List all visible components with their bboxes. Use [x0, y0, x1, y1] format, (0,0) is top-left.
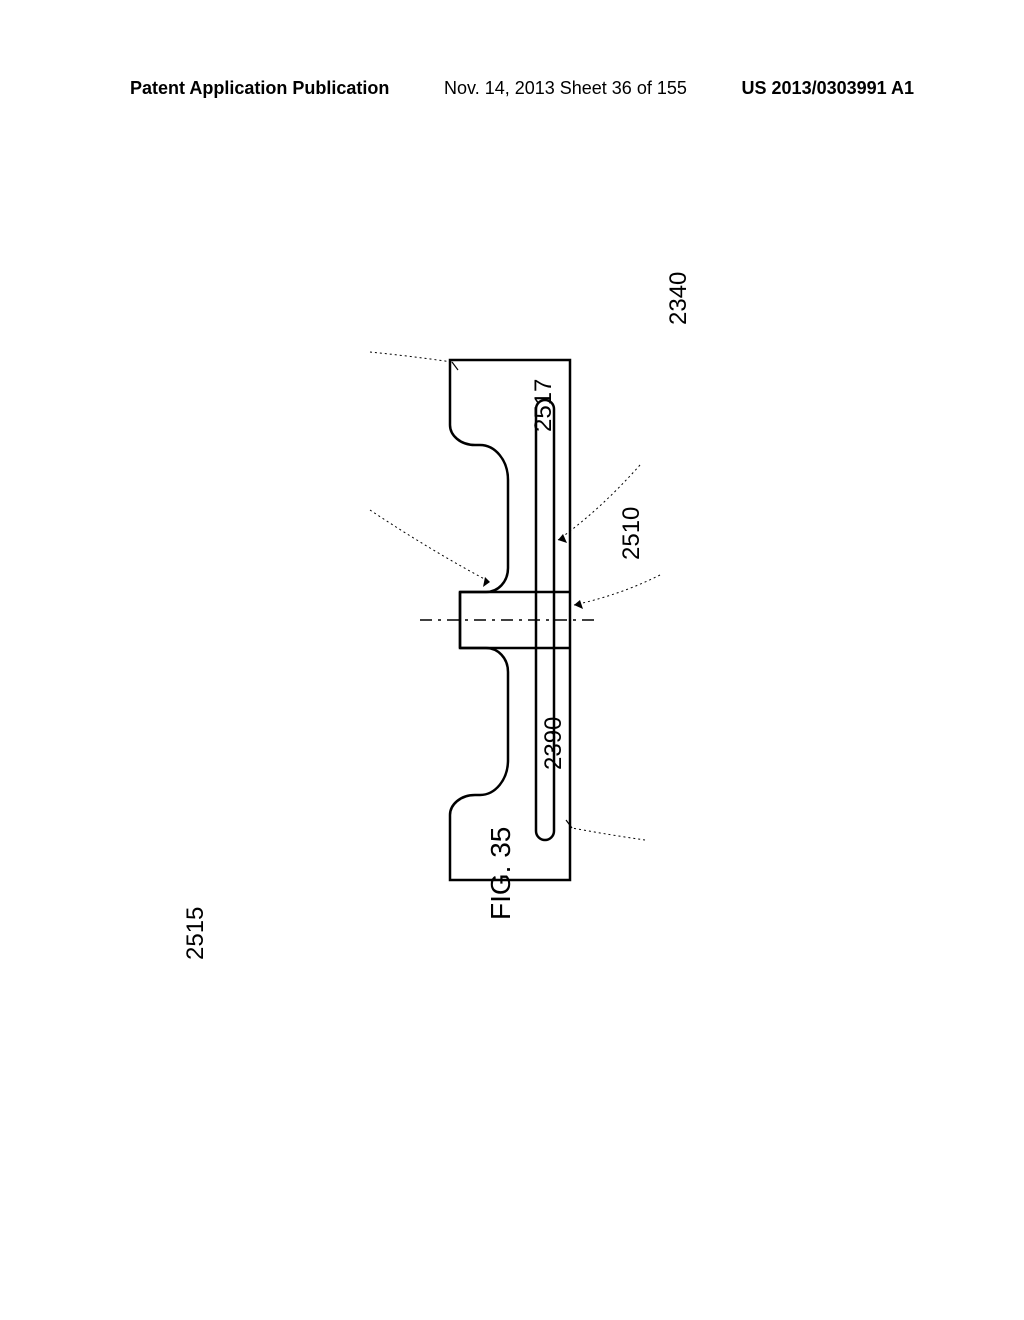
page-header: Patent Application Publication Nov. 14, … [0, 78, 1024, 99]
ref-label-2515: 2515 [182, 907, 210, 960]
figure-label: FIG. 35 [485, 827, 517, 920]
header-left: Patent Application Publication [130, 78, 389, 99]
ref-label-2517: 2517 [530, 379, 558, 432]
header-center: Nov. 14, 2013 Sheet 36 of 155 [444, 78, 687, 99]
ref-label-2340: 2340 [665, 272, 693, 325]
ref-label-2390: 2390 [540, 717, 568, 770]
ref-label-2510: 2510 [618, 507, 646, 560]
patent-figure: 2515 2517 2340 2510 2390 FIG. 35 [190, 270, 830, 970]
header-right: US 2013/0303991 A1 [742, 78, 914, 99]
